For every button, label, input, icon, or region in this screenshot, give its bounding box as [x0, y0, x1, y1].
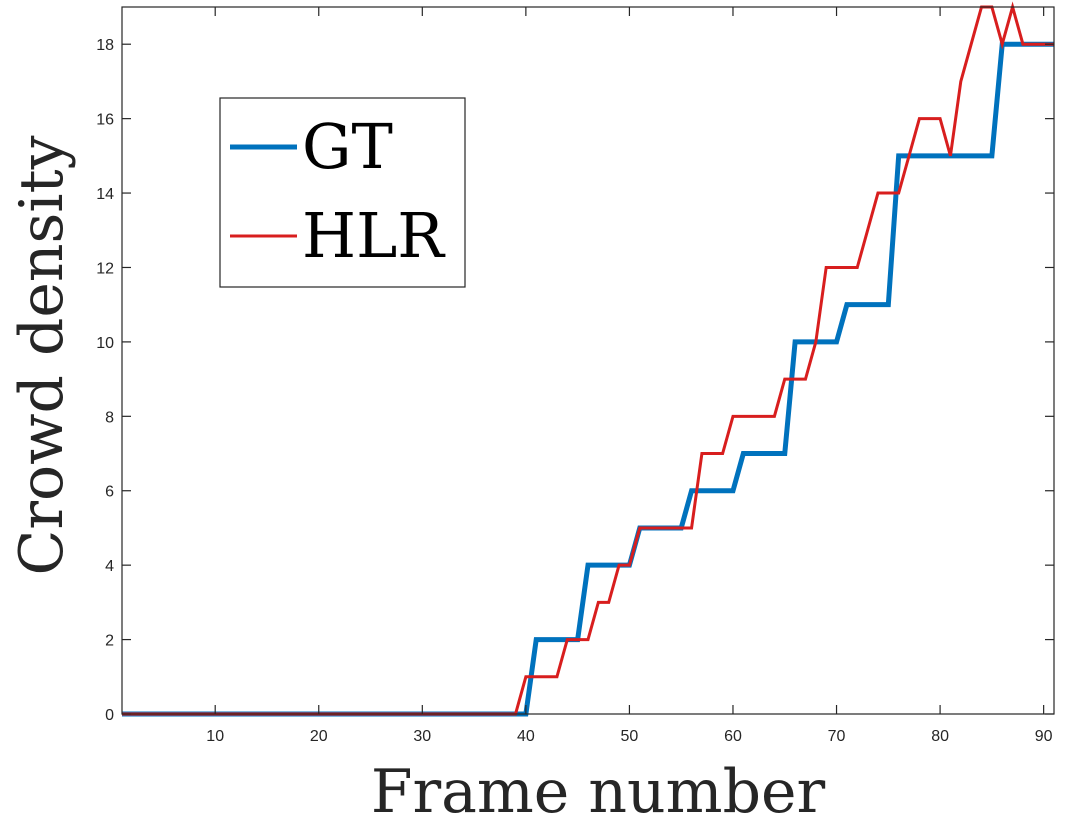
y-tick-label: 0 — [105, 707, 114, 724]
legend-label-gt: GT — [302, 110, 393, 183]
x-tick-label: 90 — [1035, 728, 1053, 745]
y-tick-label: 12 — [96, 260, 114, 277]
legend: GT HLR — [219, 97, 466, 288]
x-tick-label: 30 — [413, 728, 431, 745]
ticks-layer: 10 20 30 40 50 60 70 80 90 0 2 4 6 8 10 12 14 16 18 — [96, 7, 1054, 745]
y-tick-label: 6 — [105, 484, 114, 501]
y-tick-label: 16 — [96, 112, 114, 129]
x-tick-label: 70 — [828, 728, 846, 745]
legend-label-hlr: HLR — [302, 199, 446, 272]
plot-area-frame — [121, 6, 1055, 715]
x-tick-label: 50 — [621, 728, 639, 745]
x-tick-label: 10 — [206, 728, 224, 745]
y-tick-label: 2 — [105, 633, 114, 650]
legend-box — [219, 97, 466, 288]
y-tick-label: 14 — [96, 186, 114, 203]
x-axis-label: Frame number — [371, 757, 826, 822]
x-tick-label: 40 — [517, 728, 535, 745]
x-tick-label: 60 — [724, 728, 742, 745]
x-tick-label: 20 — [310, 728, 328, 745]
y-tick-label: 4 — [105, 558, 114, 575]
y-tick-label: 8 — [105, 409, 114, 426]
y-axis-label: Crowd density — [7, 135, 77, 575]
y-tick-label: 18 — [96, 37, 114, 54]
y-tick-label: 10 — [96, 335, 114, 352]
x-tick-label: 80 — [931, 728, 949, 745]
